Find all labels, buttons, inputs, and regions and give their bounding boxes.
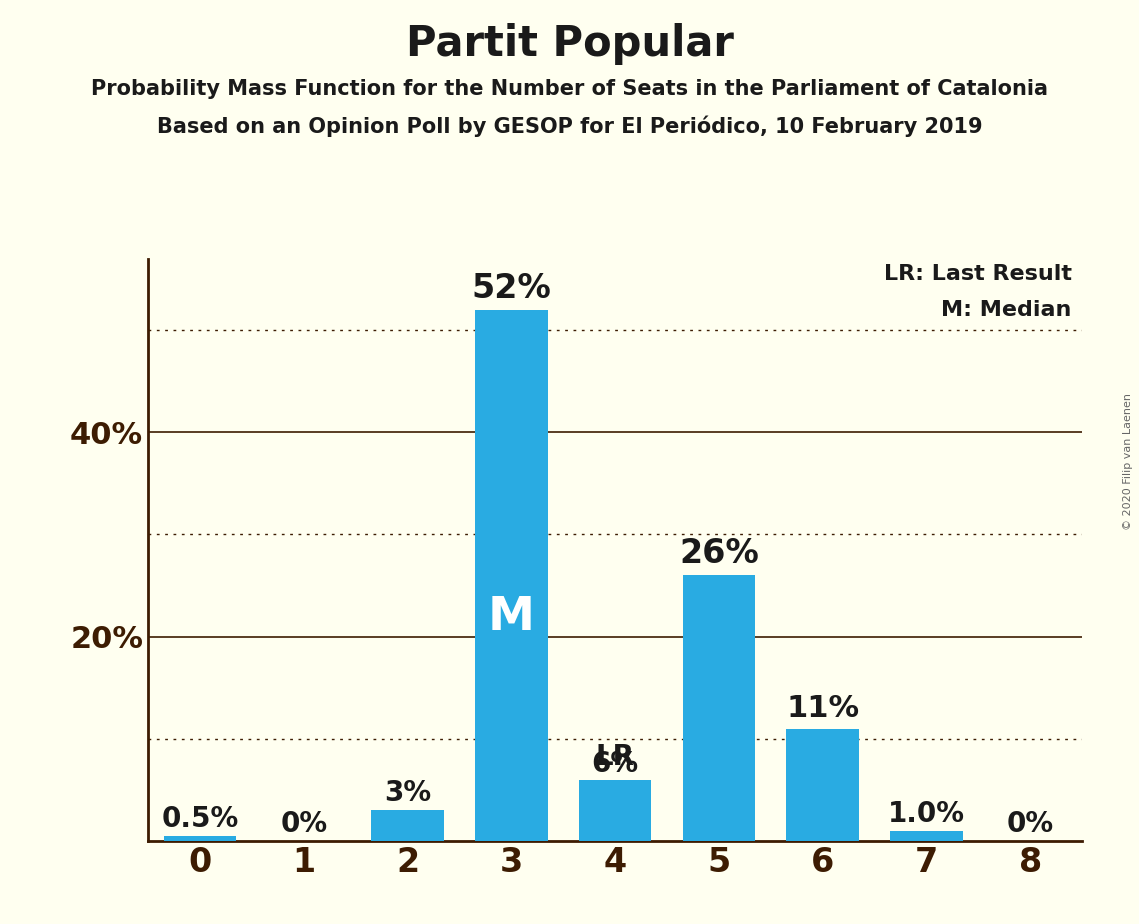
Text: Partit Popular: Partit Popular [405,23,734,65]
Text: LR: LR [596,744,634,772]
Text: LR: Last Result: LR: Last Result [884,264,1072,284]
Text: 0%: 0% [1007,809,1054,838]
Bar [164,835,236,841]
Bar [475,310,548,841]
Text: Probability Mass Function for the Number of Seats in the Parliament of Catalonia: Probability Mass Function for the Number… [91,79,1048,99]
Text: © 2020 Filip van Laenen: © 2020 Filip van Laenen [1123,394,1133,530]
Text: 0.5%: 0.5% [162,805,238,833]
Text: M: Median: M: Median [941,299,1072,320]
Text: 3%: 3% [384,779,431,808]
Text: 6%: 6% [591,749,639,777]
Text: 11%: 11% [786,695,859,723]
Text: 52%: 52% [472,272,551,305]
Bar [682,576,755,841]
Text: Based on an Opinion Poll by GESOP for El Periódico, 10 February 2019: Based on an Opinion Poll by GESOP for El… [157,116,982,137]
Text: 26%: 26% [679,537,759,570]
Bar [579,780,652,841]
Bar [371,810,444,841]
Text: 0%: 0% [280,809,327,838]
Text: M: M [487,595,535,640]
Bar [786,728,859,841]
Bar [890,831,962,841]
Text: 1.0%: 1.0% [888,799,965,828]
